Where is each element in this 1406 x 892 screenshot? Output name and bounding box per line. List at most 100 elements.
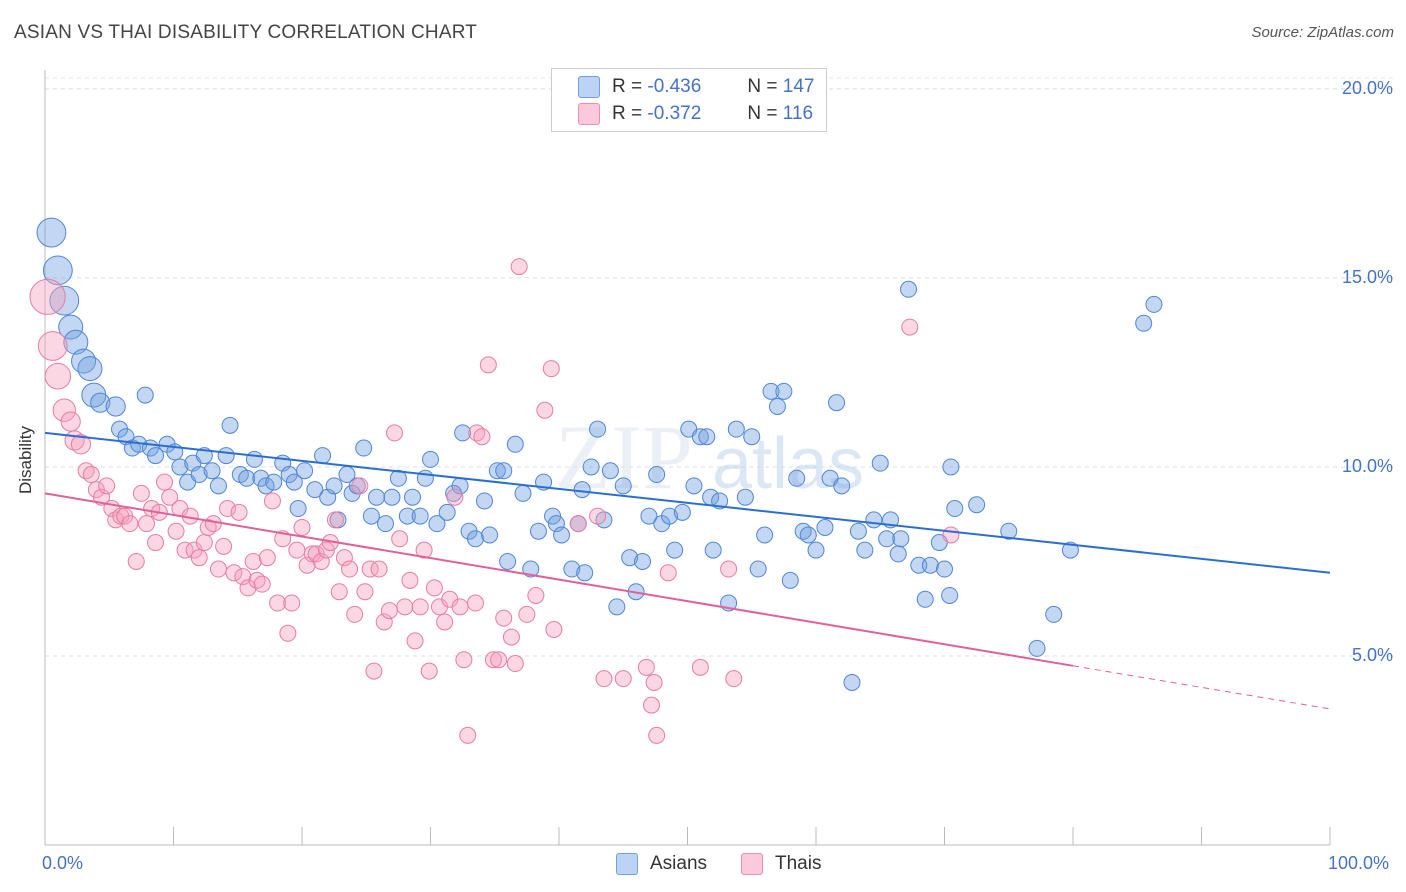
asians-point [422, 450, 439, 468]
asians-point [892, 530, 910, 548]
asians-point [698, 428, 716, 446]
thais-point [70, 434, 92, 455]
thais-point [161, 488, 179, 506]
asians-point [661, 507, 679, 525]
asians-point [1028, 639, 1046, 657]
stats-legend: R = -0.436 N = 147 R = -0.372 N = 116 [551, 68, 827, 132]
asians-point [475, 492, 493, 510]
asians-point [788, 469, 806, 487]
asians-point [946, 500, 964, 518]
asians-point [691, 428, 709, 446]
legend-item-asians[interactable]: Asians [616, 852, 707, 876]
legend-item-thais[interactable]: Thais [741, 852, 821, 876]
asians-point [833, 477, 851, 495]
axes [44, 70, 1331, 846]
asians-point [936, 560, 953, 578]
asians-point [736, 488, 754, 506]
asians-point [190, 466, 208, 484]
thais-point [209, 560, 227, 578]
thais-point [420, 662, 438, 680]
asians-point [685, 477, 703, 495]
thais-point [351, 477, 369, 495]
thais-r-value: -0.372 [647, 103, 702, 124]
asians-point [362, 507, 380, 525]
thais-point [411, 598, 429, 616]
asians-point [77, 356, 103, 382]
asians-point [58, 314, 84, 340]
thais-point [527, 586, 545, 604]
thais-point [44, 362, 72, 390]
asians-point [383, 488, 401, 506]
thais-point [451, 598, 469, 616]
thais-point [326, 511, 344, 529]
thais-point [190, 549, 208, 567]
asians-point [42, 255, 73, 286]
asians-legend-label: Asians [650, 853, 708, 874]
thais-point [37, 331, 68, 361]
thais-point [230, 503, 248, 521]
asians-point [547, 515, 565, 533]
thais-point [510, 258, 528, 276]
thais-point [52, 398, 76, 422]
asians-point [296, 462, 314, 480]
asians-point [582, 458, 600, 476]
asians-point [762, 382, 780, 400]
thais-point [396, 598, 414, 616]
thais-point [459, 726, 477, 744]
thais-point [545, 621, 563, 639]
asians-point [640, 507, 658, 525]
asians-point [743, 428, 761, 446]
asians-point [90, 392, 111, 413]
thais-point [614, 670, 632, 688]
thais-n-label: N = [747, 103, 778, 124]
thais-legend-label: Thais [775, 853, 822, 874]
asians-point [1061, 541, 1079, 559]
thais-point [569, 515, 587, 533]
asians-point [816, 518, 834, 536]
asians-point [799, 526, 817, 544]
asians-point [495, 462, 513, 480]
asians-point [775, 382, 793, 400]
thais-point [361, 560, 379, 578]
asians-point [377, 515, 395, 533]
thais-point [341, 560, 359, 578]
thais-point [263, 492, 281, 510]
asians-point [856, 541, 874, 559]
asians-legend-swatch [616, 853, 638, 875]
thais-point [506, 655, 524, 673]
thais-point [415, 541, 433, 559]
thais-point [386, 424, 404, 442]
asians-point [601, 462, 619, 480]
asians-point [314, 447, 332, 465]
asians-point [488, 462, 506, 480]
legend-row-asians: R = -0.436 N = 147 [578, 76, 814, 98]
thais-point [595, 670, 613, 688]
thais-point [335, 549, 353, 567]
asians-point [289, 500, 307, 518]
thais-n-value: 116 [782, 103, 814, 124]
y-tick-label: 20.0% [1341, 77, 1393, 98]
asians-point [171, 458, 189, 476]
asians-point [63, 329, 89, 355]
asians-point [968, 496, 986, 514]
asians-r-label: R = [612, 76, 643, 97]
asians-point [36, 217, 67, 248]
asians-point [666, 541, 684, 559]
asians-point [749, 560, 767, 578]
asians-point [428, 515, 446, 533]
thais-point [356, 583, 374, 601]
asians-point [910, 556, 928, 574]
thais-point [330, 583, 348, 601]
asians-point [147, 447, 165, 465]
thais-point [659, 564, 677, 582]
asians-point [916, 590, 934, 608]
asians-r-value: -0.436 [647, 76, 702, 97]
thais-point [244, 552, 262, 570]
thais-point [648, 726, 666, 744]
thais-point [127, 552, 145, 570]
thais-point [720, 560, 738, 578]
thais-point [346, 605, 364, 623]
thais-point [436, 613, 454, 631]
thais-point [425, 579, 443, 597]
thais-legend-swatch [741, 853, 763, 875]
